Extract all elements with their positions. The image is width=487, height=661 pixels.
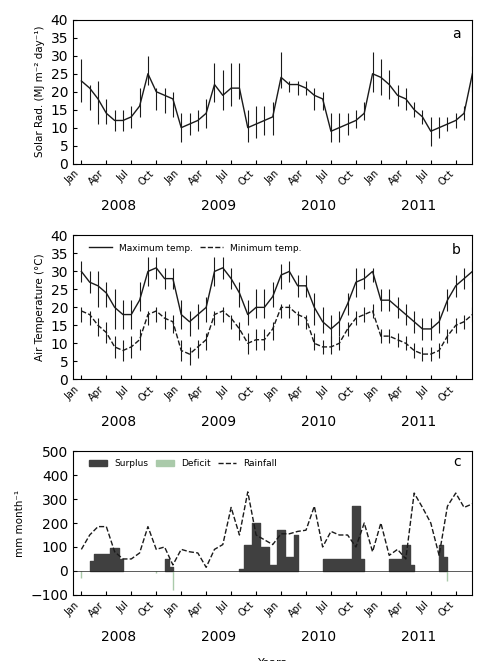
Y-axis label: Air Temperature (°C): Air Temperature (°C) [35, 254, 45, 361]
Text: c: c [453, 455, 460, 469]
Text: a: a [452, 27, 460, 41]
Text: b: b [451, 243, 460, 256]
X-axis label: Years: Years [258, 658, 287, 661]
Legend: Surplus, Deficit, Rainfall: Surplus, Deficit, Rainfall [86, 455, 281, 472]
Y-axis label: Solar Rad. (MJ m⁻² day⁻¹): Solar Rad. (MJ m⁻² day⁻¹) [35, 26, 45, 157]
Legend: Maximum temp., Minimum temp.: Maximum temp., Minimum temp. [86, 240, 305, 256]
Y-axis label: mm month⁻¹: mm month⁻¹ [15, 489, 25, 557]
